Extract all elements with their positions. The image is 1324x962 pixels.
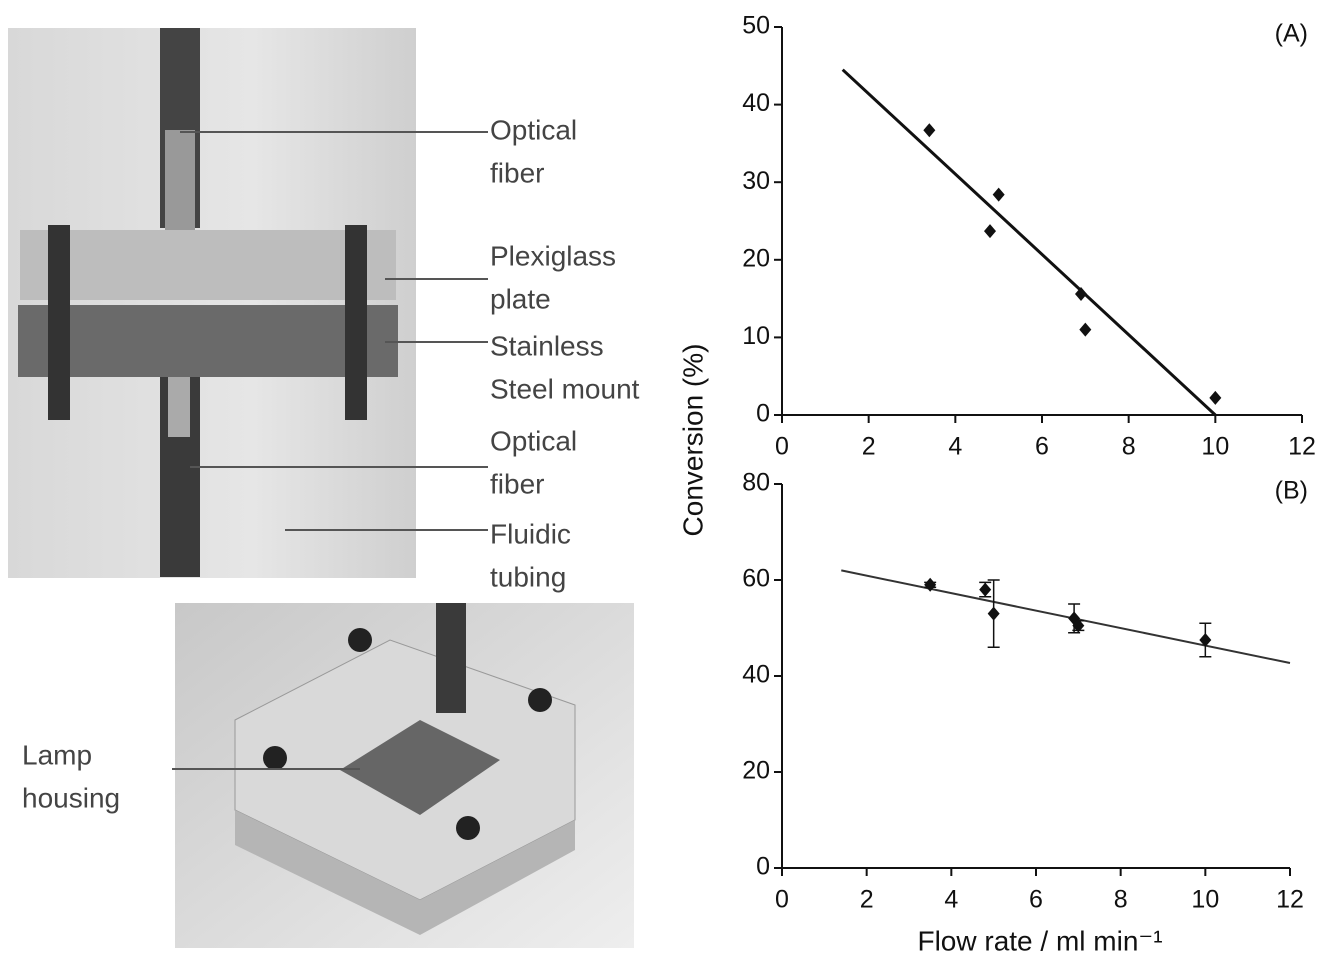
data-point xyxy=(924,577,937,592)
data-point xyxy=(987,606,1000,621)
y-tick-label: 40 xyxy=(742,661,770,689)
photo-label: Optical xyxy=(490,114,577,145)
y-tick-label: 20 xyxy=(742,757,770,785)
panel-label: (B) xyxy=(1275,477,1308,505)
panel-label: (A) xyxy=(1275,20,1308,48)
x-tick-label: 4 xyxy=(948,433,962,461)
leader-lines xyxy=(172,131,488,770)
photo-label: Stainless xyxy=(490,330,604,361)
photo-label: Lamp xyxy=(22,739,92,770)
photo-label: Steel mount xyxy=(490,373,640,404)
y-tick-label: 0 xyxy=(756,853,770,881)
data-point xyxy=(923,123,936,138)
y-tick-label: 20 xyxy=(742,244,770,272)
photo-label: tubing xyxy=(490,561,566,592)
x-tick-label: 2 xyxy=(862,433,876,461)
x-tick-label: 10 xyxy=(1191,886,1219,914)
x-tick-label: 6 xyxy=(1035,433,1049,461)
data-point xyxy=(1075,286,1087,301)
x-tick-label: 0 xyxy=(775,886,789,914)
data-point xyxy=(984,224,996,239)
y-tick-label: 40 xyxy=(742,89,770,117)
photo-reactor xyxy=(8,28,416,578)
photo-label: housing xyxy=(22,782,120,813)
x-tick-label: 10 xyxy=(1201,433,1229,461)
data-point xyxy=(1079,322,1092,337)
y-tick-label: 10 xyxy=(742,322,770,350)
photo-label: fiber xyxy=(490,157,544,188)
y-axis-title: Conversion (%) xyxy=(677,344,708,537)
y-tick-label: 30 xyxy=(742,167,770,195)
fit-line xyxy=(841,569,1291,665)
x-tick-label: 6 xyxy=(1029,886,1043,914)
data-point xyxy=(1072,618,1085,633)
data-point xyxy=(992,187,1005,202)
x-tick-label: 12 xyxy=(1276,886,1304,914)
y-tick-label: 0 xyxy=(756,400,770,428)
photo-label: Optical xyxy=(490,425,577,456)
data-point xyxy=(979,582,992,597)
x-tick-label: 8 xyxy=(1114,886,1128,914)
photo-label: Fluidic xyxy=(490,518,571,549)
x-axis-title: Flow rate / ml min⁻¹ xyxy=(917,925,1162,956)
x-tick-label: 8 xyxy=(1122,433,1136,461)
photo-lamp xyxy=(175,603,634,948)
photo-label: Plexiglass xyxy=(490,240,616,271)
x-tick-label: 4 xyxy=(944,886,958,914)
y-tick-label: 60 xyxy=(742,565,770,593)
data-point xyxy=(1199,633,1212,647)
y-tick-label: 50 xyxy=(742,12,770,40)
data-point xyxy=(1209,390,1222,405)
fit-line xyxy=(841,68,1217,417)
x-tick-label: 2 xyxy=(860,886,874,914)
x-tick-label: 0 xyxy=(775,433,789,461)
photo-label: fiber xyxy=(490,468,544,499)
photo-label: plate xyxy=(490,283,551,314)
y-tick-label: 80 xyxy=(742,469,770,497)
x-tick-label: 12 xyxy=(1288,433,1316,461)
